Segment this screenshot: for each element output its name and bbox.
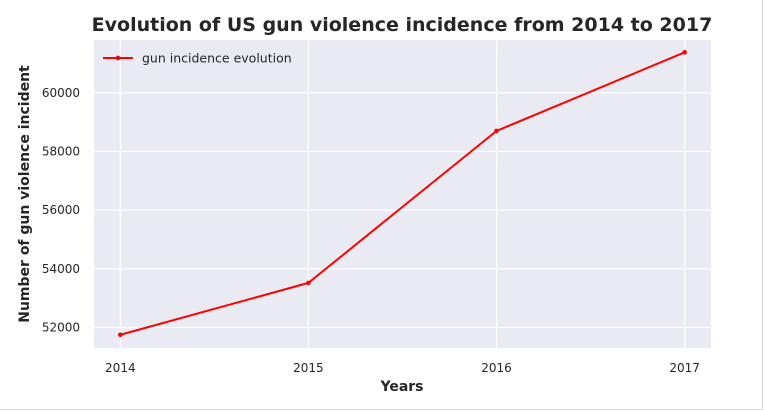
data-point: [118, 332, 123, 338]
x-tick-label: 2016: [481, 361, 512, 375]
y-tick-label: 52000: [42, 320, 80, 334]
y-tick-label: 58000: [42, 144, 80, 158]
y-tick-label: 56000: [42, 203, 80, 217]
x-tick-label: 2014: [105, 361, 136, 375]
x-tick-label: 2017: [669, 361, 700, 375]
tick-labels: 52000 54000 56000 58000 60000 2014 2015 2016 201…: [42, 86, 700, 375]
legend-label: gun incidence evolution: [142, 51, 292, 66]
x-axis-label: Years: [379, 379, 423, 395]
grid-lines: [94, 40, 711, 348]
legend: gun incidence evolution: [103, 51, 292, 66]
chart-title: Evolution of US gun violence incidence f…: [92, 14, 713, 36]
series-line: [120, 51, 686, 336]
y-tick-label: 60000: [42, 86, 80, 100]
y-tick-label: 54000: [42, 262, 80, 276]
data-point: [306, 280, 311, 286]
data-point: [494, 128, 499, 134]
data-point: [682, 50, 687, 55]
x-tick-label: 2015: [293, 361, 324, 375]
legend-point-marker: [115, 55, 121, 61]
y-axis-label: Number of gun violence incident: [17, 65, 33, 323]
series-layer: [118, 50, 687, 338]
plot-area: [94, 40, 711, 348]
